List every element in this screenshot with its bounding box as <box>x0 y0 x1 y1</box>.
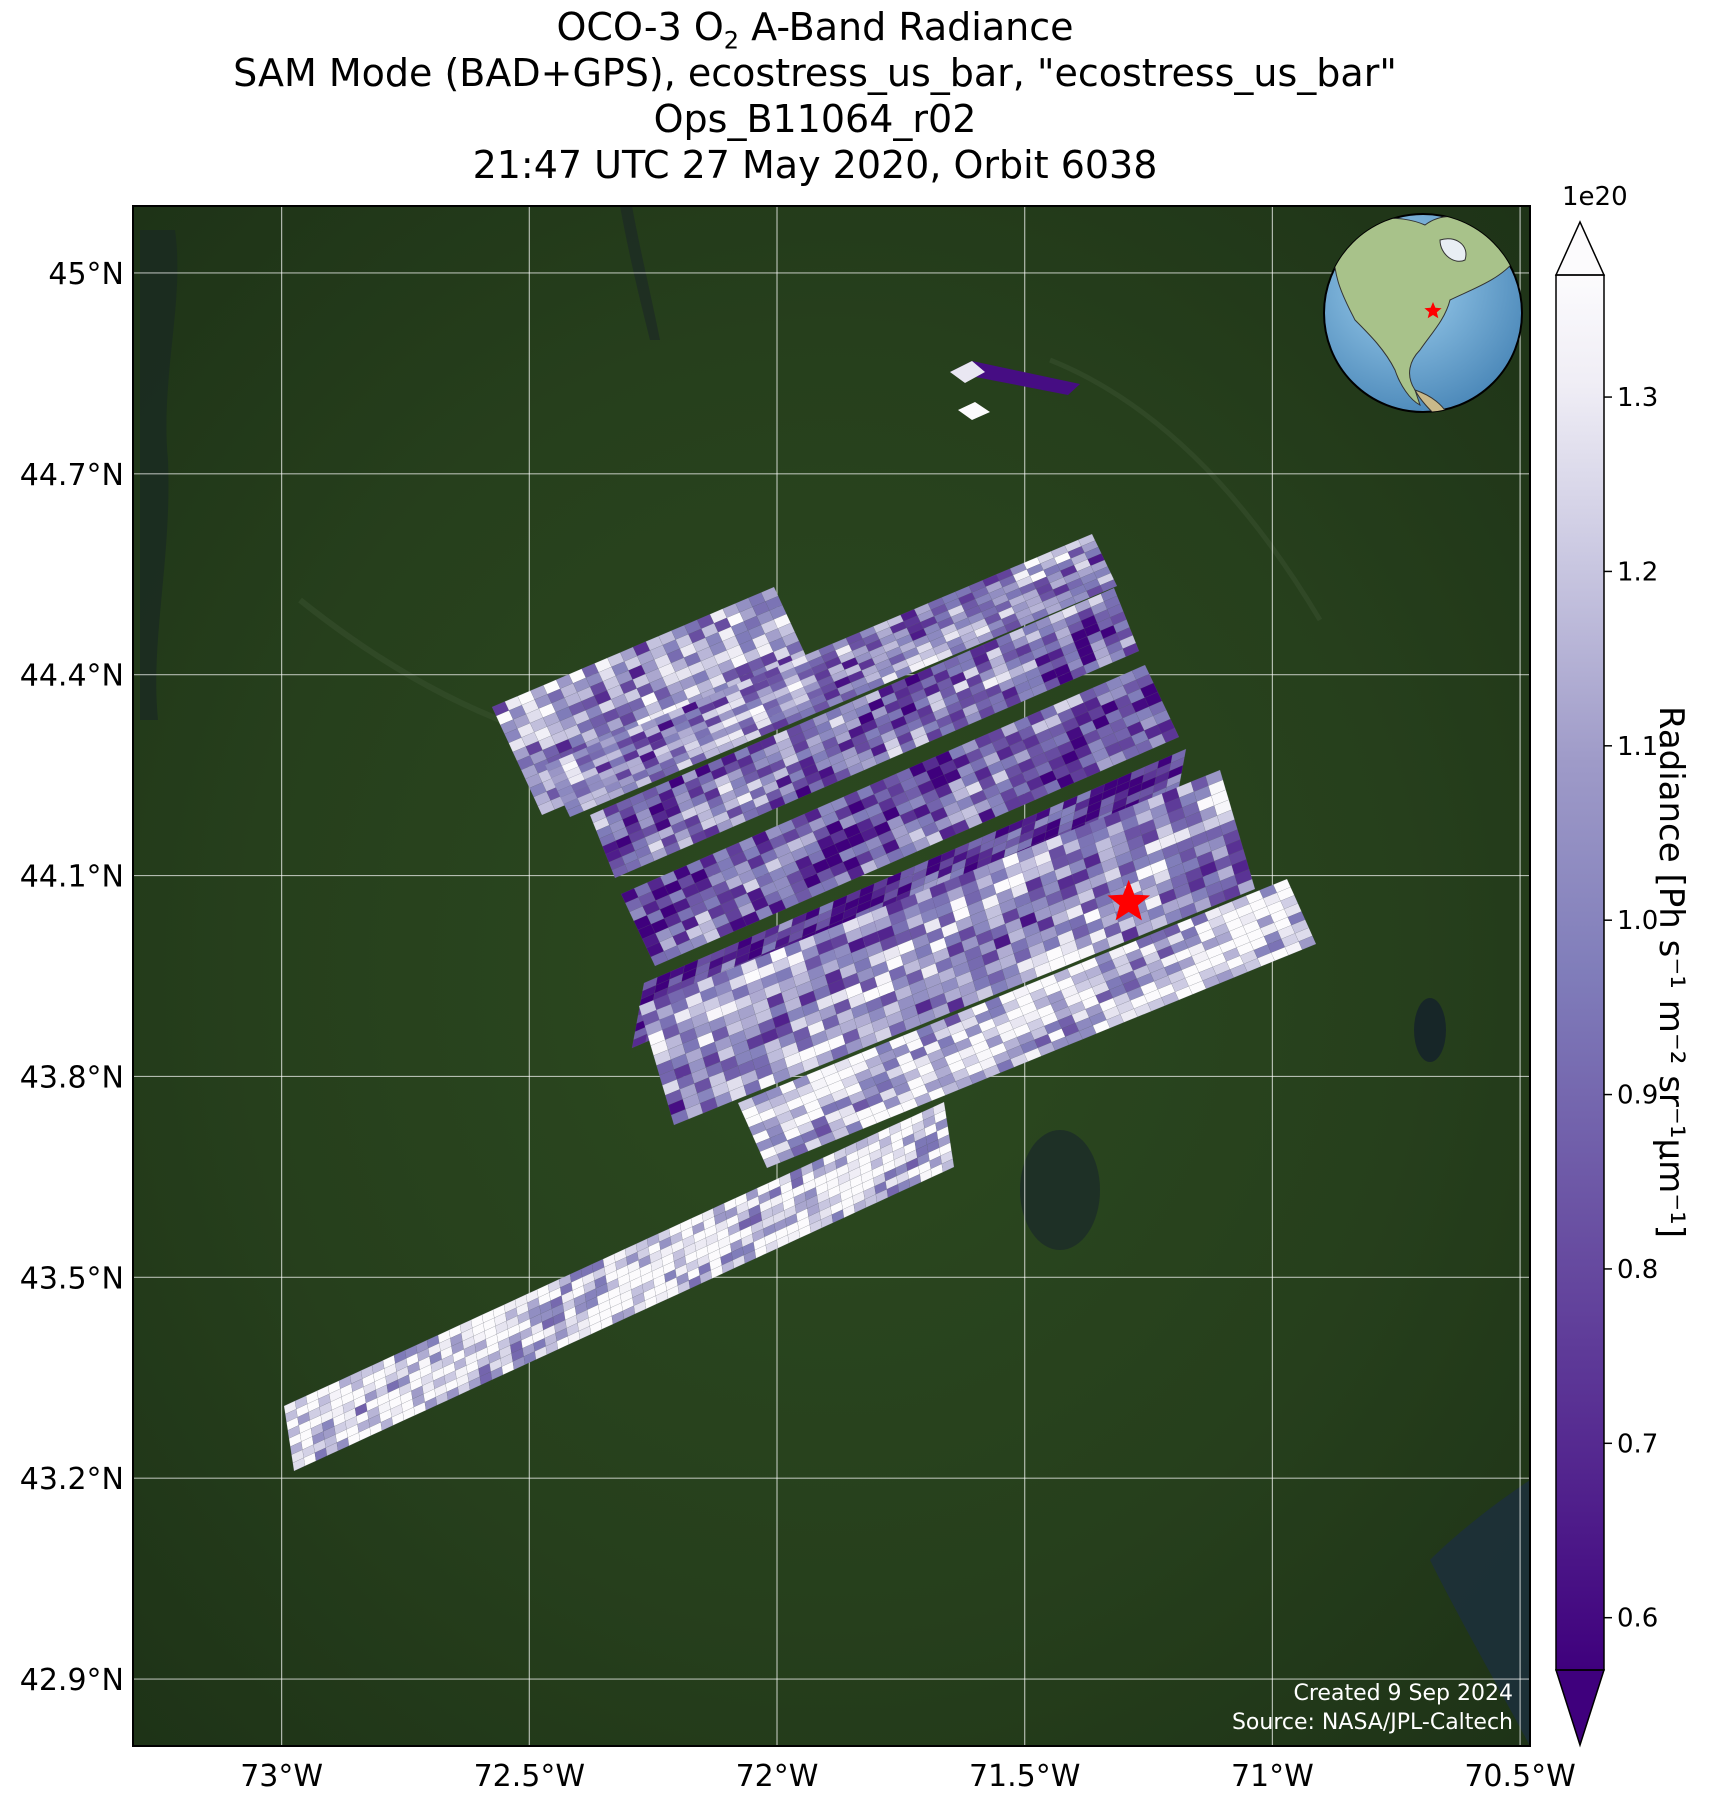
footprint-cell <box>1237 878 1256 896</box>
chart-title-line3: Ops_B11064_r02 <box>653 97 977 141</box>
colorbar-gradient <box>1556 275 1604 1670</box>
swath-6 <box>638 769 1256 1126</box>
footprint-cell <box>1099 579 1118 592</box>
lat-tick-label: 42.9°N <box>20 1663 124 1698</box>
longitude-tick-labels: 73°W 72.5°W 72°W 71.5°W 71°W 70.5°W <box>240 1759 1576 1794</box>
colorbar-extend-min <box>1554 1669 1606 1748</box>
chart-title-line1: OCO-3 O2 A-Band Radiance <box>556 5 1074 55</box>
gridlines <box>133 206 1530 1746</box>
colorbar-tick-label: 1.2 <box>1617 557 1658 587</box>
lon-tick-label: 71.5°W <box>969 1759 1080 1794</box>
chart-title-line4: 21:47 UTC 27 May 2020, Orbit 6038 <box>472 143 1158 187</box>
footprint-cell <box>941 1158 955 1173</box>
colorbar-tick-label: 1.0 <box>1617 906 1658 936</box>
latitude-tick-labels: 45°N 44.7°N 44.4°N 44.1°N 43.8°N 43.5°N 43.2°N… <box>20 257 124 1698</box>
lon-tick-label: 70.5°W <box>1464 1759 1575 1794</box>
globe-location-star <box>1424 302 1442 319</box>
swath-4 <box>620 664 1180 967</box>
colorbar-tick-label: 0.9 <box>1617 1081 1658 1111</box>
lat-tick-label: 43.8°N <box>20 1060 124 1095</box>
swath-3 <box>589 587 1140 879</box>
lon-tick-label: 72.5°W <box>474 1759 585 1794</box>
colorbar-ticks: 0.6 0.7 0.8 0.9 1.0 1.1 1.2 1.3 <box>1604 383 1658 1634</box>
colorbar-tick-label: 1.1 <box>1617 732 1658 762</box>
footprint-cell <box>1161 727 1180 743</box>
lat-tick-label: 45°N <box>48 257 124 292</box>
colorbar-exponent: 1e20 <box>1562 182 1628 212</box>
colorbar-extend-max <box>1554 220 1606 276</box>
lat-tick-label: 44.7°N <box>20 458 124 493</box>
lon-tick-label: 71°W <box>1231 1759 1314 1794</box>
swath-7 <box>737 878 1317 1169</box>
colorbar-tick-label: 0.7 <box>1617 1429 1658 1459</box>
credit-source: Source: NASA/JPL-Caltech <box>1232 1710 1513 1735</box>
lat-tick-label: 44.4°N <box>20 659 124 694</box>
swath-2 <box>544 533 1118 818</box>
lat-tick-label: 44.1°N <box>20 860 124 895</box>
target-star-marker <box>1107 879 1151 921</box>
footprint-cell <box>1298 935 1317 950</box>
colorbar-tick-label: 1.3 <box>1617 383 1658 413</box>
credit-created: Created 9 Sep 2024 <box>1294 1681 1514 1706</box>
footprint-cell <box>1122 642 1140 657</box>
footprint-cell <box>950 361 985 383</box>
lon-tick-label: 73°W <box>240 1759 323 1794</box>
swath-8 <box>283 1101 955 1472</box>
isolated-footprints <box>950 361 1080 420</box>
footprint-cell <box>950 361 1080 395</box>
radiance-swaths <box>283 361 1317 1472</box>
colorbar-tick-label: 0.6 <box>1617 1604 1658 1634</box>
lat-tick-label: 43.2°N <box>20 1462 124 1497</box>
colorbar: 0.6 0.7 0.8 0.9 1.0 1.1 1.2 1.3 1e20 Radiance [… <box>1554 182 1691 1748</box>
inset-globe <box>1323 213 1523 413</box>
lat-tick-label: 43.5°N <box>20 1261 124 1296</box>
chart-title-line2: SAM Mode (BAD+GPS), ecostress_us_bar, "e… <box>233 51 1397 95</box>
footprint-cell <box>958 402 990 420</box>
map-frame <box>132 205 1531 1747</box>
colorbar-label: Radiance [Ph s⁻¹ m⁻² sr⁻¹μm⁻¹] <box>1651 706 1691 1238</box>
lon-tick-label: 72°W <box>736 1759 819 1794</box>
colorbar-tick-label: 0.8 <box>1617 1255 1658 1285</box>
